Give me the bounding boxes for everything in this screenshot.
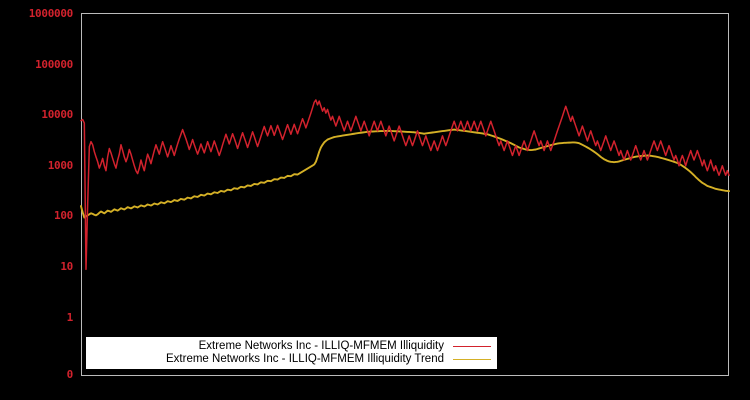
legend-entry[interactable]: Extreme Networks Inc - ILLIQ-MFMEM Illiq… bbox=[86, 353, 497, 366]
y-axis-tick-100: 100 bbox=[54, 209, 73, 223]
y-axis-tick-10: 10 bbox=[60, 260, 73, 273]
y-axis-tick-100000: 100000 bbox=[35, 57, 73, 71]
y-axis-tick-10000: 10000 bbox=[41, 108, 73, 122]
plot-frame bbox=[81, 13, 729, 376]
y-axis-tick-0: 0 bbox=[66, 368, 74, 381]
series-line-illiquidity-trend bbox=[80, 128, 730, 219]
y-axis-tick-1000: 1000 bbox=[47, 158, 74, 172]
legend-color-swatch bbox=[453, 359, 491, 360]
series-line-illiquidity bbox=[80, 99, 730, 271]
chart-legend: Extreme Networks Inc - ILLIQ-MFMEM Illiq… bbox=[86, 337, 497, 369]
y-axis-tick-1: 1 bbox=[66, 310, 74, 324]
legend-entry[interactable]: Extreme Networks Inc - ILLIQ-MFMEM Illiq… bbox=[86, 340, 497, 353]
series-group bbox=[80, 99, 730, 271]
legend-entry-label: Extreme Networks Inc - ILLIQ-MFMEM Illiq… bbox=[166, 353, 444, 365]
y-axis-tick-1000000: 1000000 bbox=[28, 7, 74, 20]
legend-color-swatch bbox=[453, 346, 491, 347]
legend-entry-label: Extreme Networks Inc - ILLIQ-MFMEM Illiq… bbox=[198, 340, 444, 352]
